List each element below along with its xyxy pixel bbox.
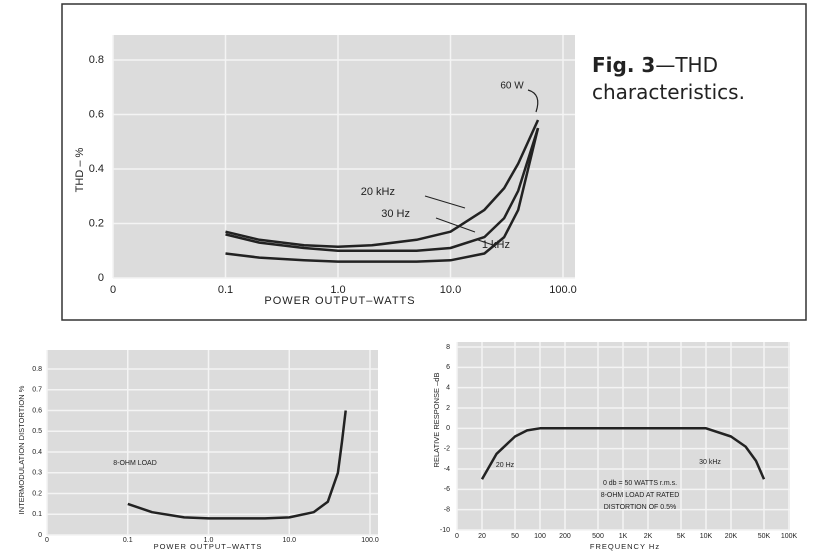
y-tick-label: -8: [444, 507, 450, 514]
y-axis-label: INTERMODULATION DISTORTION %: [17, 385, 26, 514]
annotation: 8-OHM LOAD AT RATED: [601, 492, 680, 499]
y-tick-label: 0: [446, 425, 450, 432]
y-tick-label: 0.1: [32, 511, 42, 518]
x-tick-label: 50K: [758, 533, 771, 540]
annotation: 20 Hz: [496, 462, 515, 469]
y-tick-label: 0.4: [32, 449, 42, 456]
annotation: 0 db = 50 WATTS r.m.s.: [603, 480, 677, 487]
y-tick-label: 0.3: [32, 470, 42, 477]
x-tick-label: 20: [478, 533, 486, 540]
x-axis-label: FREQUENCY Hz: [590, 542, 660, 551]
x-tick-label: 0.1: [123, 537, 133, 544]
x-tick-label: 1K: [619, 533, 628, 540]
curve: [225, 127, 540, 253]
x-tick-label: 100K: [781, 533, 798, 540]
annotation: 30 kHz: [699, 459, 721, 466]
y-axis-label: THD – %: [74, 147, 86, 192]
y-tick-label: -6: [444, 486, 450, 493]
y-tick-label: 0.6: [89, 108, 104, 120]
y-tick-label: 0: [98, 272, 104, 284]
x-tick-label: 1.0: [330, 284, 345, 296]
x-axis-label: POWER OUTPUT–WATTS: [264, 295, 415, 307]
x-tick-label: 10.0: [440, 284, 461, 296]
y-axis-label: RELATIVE RESPONSE –dB: [432, 373, 441, 468]
x-tick-label: 5K: [677, 533, 686, 540]
leader: [424, 195, 466, 209]
x-tick-label: 100.0: [361, 537, 379, 544]
x-tick-label: 0: [45, 537, 49, 544]
annotation: 8-OHM LOAD: [113, 460, 157, 467]
x-tick-label: 0: [110, 284, 116, 296]
x-tick-label: 20K: [725, 533, 738, 540]
curve: [225, 127, 540, 263]
y-tick-label: 8: [446, 344, 450, 351]
y-tick-label: -4: [444, 466, 450, 473]
y-tick-label: 2: [446, 405, 450, 412]
curve-label: 1 kHz: [482, 239, 510, 251]
y-tick-label: 0.7: [32, 387, 42, 394]
curve-label: 30 Hz: [381, 208, 410, 220]
frame: [61, 3, 807, 321]
y-tick-label: 0: [38, 532, 42, 539]
x-tick-label: 100: [534, 533, 546, 540]
y-tick-label: 0.8: [89, 54, 104, 66]
annotation: DISTORTION OF 0.5%: [604, 504, 676, 511]
caption: Fig. 3—THD characteristics.: [592, 52, 782, 106]
x-tick-label: 2K: [644, 533, 653, 540]
x-tick-label: 200: [559, 533, 571, 540]
x-tick-label: 10K: [700, 533, 713, 540]
y-tick-label: 0.8: [32, 366, 42, 373]
y-tick-label: -10: [440, 527, 450, 534]
y-tick-label: 0.2: [89, 217, 104, 229]
curve: [225, 119, 540, 248]
leader: [527, 89, 539, 113]
y-tick-label: 0.2: [32, 490, 42, 497]
x-tick-label: 0: [455, 533, 459, 540]
annotation: 60 W: [500, 81, 524, 92]
x-axis-label: POWER OUTPUT–WATTS: [154, 542, 263, 551]
y-tick-label: 4: [446, 385, 450, 392]
leader: [477, 239, 494, 246]
caption-label: Fig. 3: [592, 53, 656, 77]
x-tick-label: 50: [511, 533, 519, 540]
caption-text: —THD characteristics.: [592, 53, 745, 104]
y-tick-label: 0.5: [32, 428, 42, 435]
curve: [127, 410, 347, 520]
y-tick-label: 0.6: [32, 407, 42, 414]
x-tick-label: 0.1: [218, 284, 233, 296]
y-tick-label: 6: [446, 364, 450, 371]
plot-background: [113, 35, 575, 278]
x-tick-label: 100.0: [549, 284, 577, 296]
x-tick-label: 500: [592, 533, 604, 540]
x-tick-label: 10.0: [282, 537, 296, 544]
curve-label: 20 kHz: [361, 186, 395, 198]
curve: [480, 427, 766, 480]
x-tick-label: 1.0: [204, 537, 214, 544]
plot-background: [47, 350, 378, 535]
leader: [435, 217, 476, 233]
y-tick-label: -2: [444, 446, 450, 453]
y-tick-label: 0.4: [89, 163, 104, 175]
